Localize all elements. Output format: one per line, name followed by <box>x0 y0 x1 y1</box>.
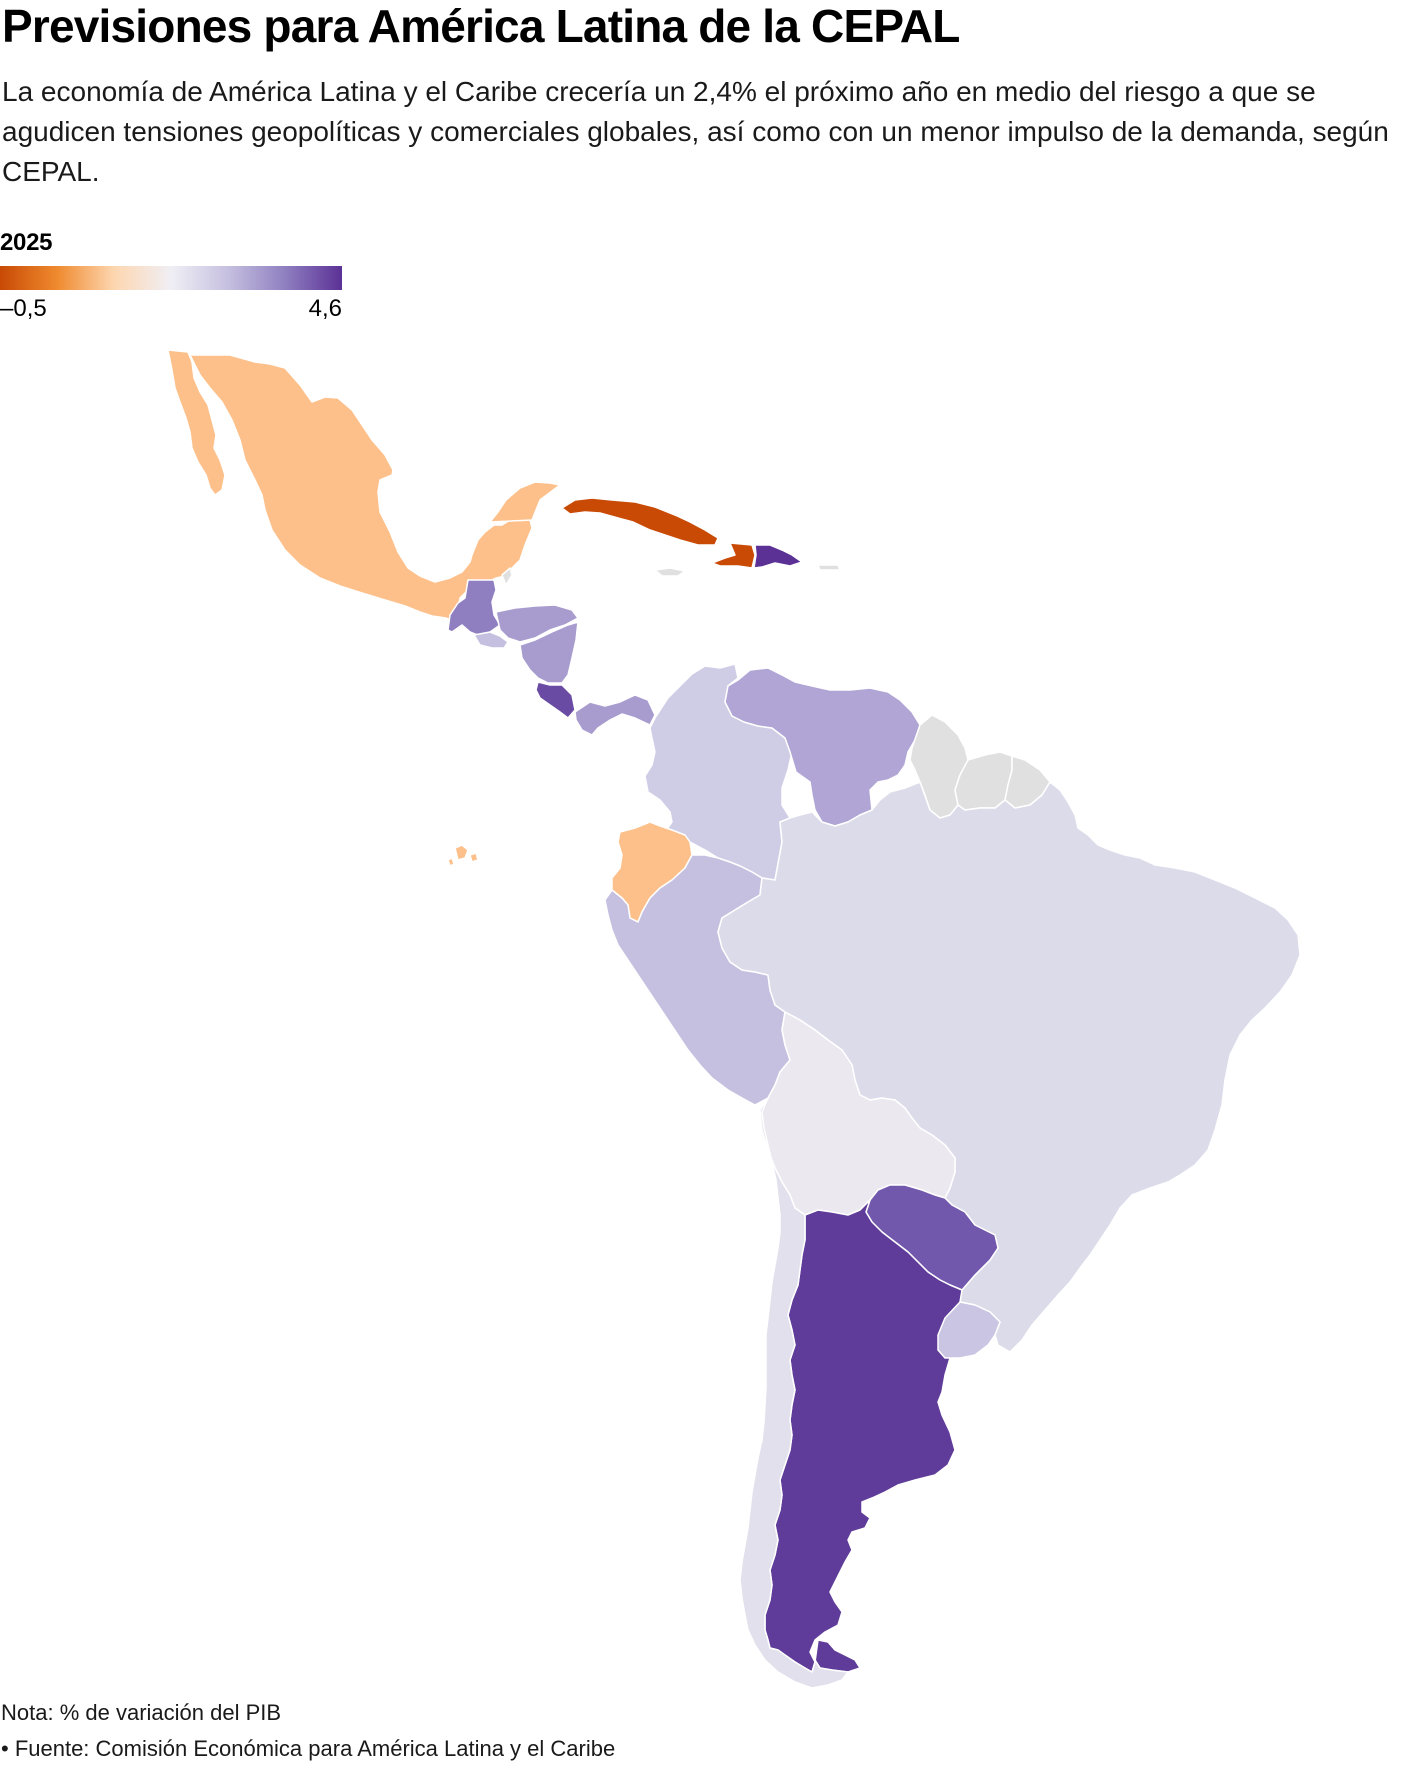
country-panama[interactable] <box>574 694 656 736</box>
legend-min-label: –0,5 <box>0 295 47 322</box>
footer-source: • Fuente: Comisión Económica para Améric… <box>1 1736 616 1761</box>
map-subtitle: La economía de América Latina y el Carib… <box>2 76 1389 187</box>
country-puerto-rico[interactable] <box>817 564 841 571</box>
country-ecuador-galapagos[interactable] <box>447 844 479 867</box>
map-footer: Nota: % de variación del PIB • Fuente: C… <box>1 1695 615 1767</box>
legend-title: 2025 <box>0 229 53 256</box>
country-mexico-yucatan[interactable] <box>489 481 561 523</box>
country-jamaica[interactable] <box>654 567 686 577</box>
country-mexico-baja[interactable] <box>167 349 226 496</box>
country-belize[interactable] <box>501 567 513 586</box>
country-costa-rica[interactable] <box>535 681 576 719</box>
country-guatemala[interactable] <box>447 579 501 637</box>
country-dominican-republic[interactable] <box>753 544 803 569</box>
country-haiti[interactable] <box>711 542 756 569</box>
legend-gradient-bar <box>0 266 342 290</box>
color-legend: 2025 –0,5 4,6 <box>0 228 344 325</box>
country-venezuela[interactable] <box>724 667 921 827</box>
country-uruguay[interactable] <box>937 1301 1001 1359</box>
country-mexico[interactable] <box>189 354 533 623</box>
footer-note: Nota: % de variación del PIB <box>1 1700 282 1725</box>
country-honduras[interactable] <box>495 604 579 643</box>
country-el-salvador[interactable] <box>473 631 509 649</box>
country-nicaragua[interactable] <box>519 621 579 684</box>
country-chile[interactable] <box>739 1097 849 1689</box>
legend-max-label: 4,6 <box>308 295 342 322</box>
map-title: Previsiones para América Latina de la CE… <box>2 0 960 52</box>
country-argentina-tierra-del-fuego[interactable] <box>814 1639 861 1673</box>
country-cuba[interactable] <box>561 497 719 546</box>
